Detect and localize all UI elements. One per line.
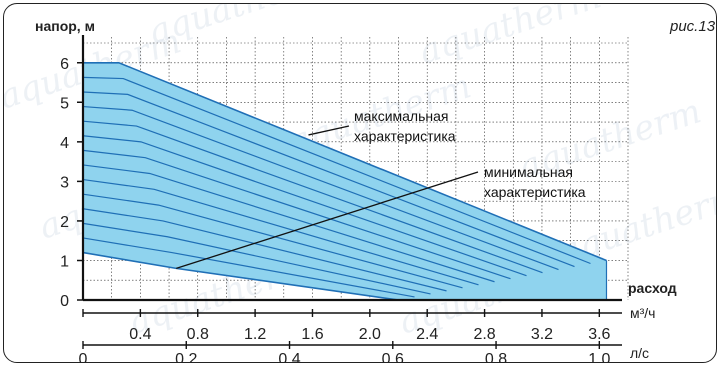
min-characteristic-label: минимальная: [484, 164, 573, 180]
operating-band: [82, 61, 608, 301]
intermediate-curve: [82, 208, 447, 292]
max-characteristic-label: максимальная: [354, 108, 449, 124]
y-tick-label: 0: [60, 293, 69, 310]
operating-band-fill: [83, 62, 607, 301]
watermark-text: aquatherm: [414, 4, 606, 73]
pump-curve-chart: aquathermaquathermaquathermaquathermaqua…: [4, 4, 716, 362]
x-tick-label-primary: 1.6: [301, 326, 323, 343]
annotations: максимальная характеристика минимальная хар…: [176, 108, 586, 269]
x-tick-label-secondary: 0.8: [485, 351, 507, 362]
intermediate-curve: [82, 193, 463, 289]
min-characteristic-label: характеристика: [484, 184, 586, 200]
y-tick-label: 1: [60, 253, 69, 270]
y-axis-label: напор, м: [35, 18, 95, 34]
x-tick-label-primary: 1.2: [244, 326, 266, 343]
intermediate-curve: [82, 135, 527, 277]
y-tick-label: 3: [60, 174, 69, 191]
x-tick-label-primary: 2.4: [416, 326, 438, 343]
x-tick-label-primary: 3.6: [588, 326, 610, 343]
intermediate-curve: [82, 164, 495, 283]
x-tick-label-primary: 2.0: [359, 326, 381, 343]
intermediate-curve: [82, 91, 575, 268]
x-unit-primary: м³/ч: [630, 305, 655, 321]
max-characteristic-label: характеристика: [354, 128, 456, 144]
intermediate-curve: [82, 178, 479, 286]
min-characteristic-leader: [176, 171, 479, 269]
figure-label: рис.13: [669, 18, 716, 35]
intermediate-curve: [82, 105, 559, 271]
intermediate-curve: [82, 120, 543, 274]
intermediate-curve: [82, 237, 415, 298]
x-tick-label-secondary: 0.2: [175, 351, 197, 362]
x-tick-label-primary: 0.8: [187, 326, 209, 343]
watermark-text: aquatherm: [144, 4, 336, 53]
x-tick-label-primary: 0.4: [129, 326, 151, 343]
y-tick-label: 6: [60, 56, 69, 73]
y-tick-label: 5: [60, 95, 69, 112]
x-tick-label-secondary: 0.6: [382, 351, 404, 362]
x-axis-label: расход: [628, 280, 677, 296]
chart-frame: aquatherm aquatherm aquatherm aquatherm aqua…: [3, 3, 717, 363]
x-tick-label-secondary: 0: [79, 351, 88, 362]
y-tick-label: 2: [60, 214, 69, 231]
x-unit-secondary: л/с: [630, 345, 649, 361]
intermediate-curve: [82, 222, 431, 295]
max-characteristic-leader: [308, 125, 350, 136]
max-characteristic-curve: [83, 61, 607, 262]
y-tick-label: 4: [60, 135, 69, 152]
x-tick-label-primary: 3.2: [531, 326, 553, 343]
x-tick-label-primary: 2.8: [473, 326, 495, 343]
intermediate-curve: [82, 76, 591, 265]
x-tick-label-secondary: 1.0: [588, 351, 610, 362]
intermediate-curve: [82, 149, 511, 280]
axes: 0 1 2 3 4 5 6 0.4 0.8 1.2 1.6 2.0 2.4 2.8 3.2 3.6 0 0.2 0.…: [60, 35, 622, 362]
x-tick-label-secondary: 0.4: [278, 351, 300, 362]
